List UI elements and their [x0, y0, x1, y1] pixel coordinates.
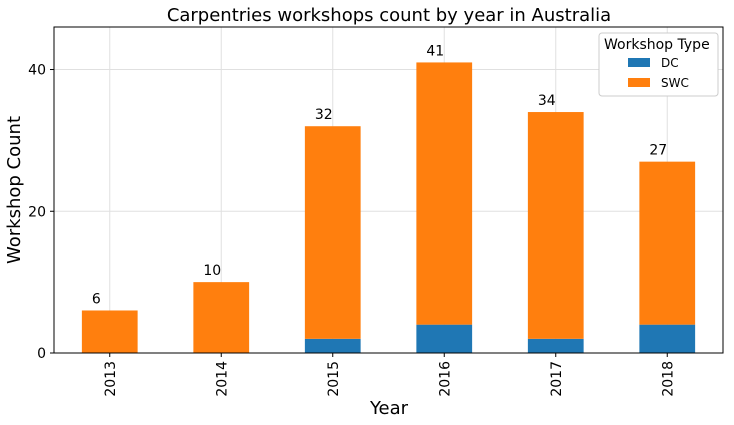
legend-swatch-swc — [628, 78, 650, 87]
bar-total-label: 10 — [203, 263, 221, 279]
y-axis-label: Workshop Count — [4, 116, 25, 264]
bar-swc-2017 — [527, 112, 584, 339]
x-tick-label: 2014 — [214, 361, 230, 397]
plot-frame — [53, 26, 724, 354]
bar-swc-2016 — [416, 62, 473, 325]
bar-total-label: 34 — [538, 93, 556, 109]
x-axis-ticks: 2013 2014 2015 2016 2017 2018 — [103, 353, 676, 397]
legend-label-dc: DC — [661, 56, 679, 70]
x-tick-label: 2017 — [549, 361, 565, 397]
y-tick-label: 40 — [28, 63, 46, 79]
legend-swatch-dc — [628, 58, 650, 67]
x-tick-label: 2013 — [103, 361, 119, 397]
y-tick-label: 0 — [37, 346, 46, 362]
bar-dc-2016 — [416, 324, 473, 353]
bar-dc-2017 — [527, 338, 584, 353]
y-tick-label: 20 — [28, 204, 46, 220]
bar-total-label: 6 — [92, 291, 101, 307]
bar-total-label: 32 — [315, 107, 333, 123]
data-labels: 6 10 32 41 34 27 — [92, 43, 667, 307]
bar-total-label: 27 — [649, 143, 667, 159]
x-tick-label: 2018 — [660, 361, 676, 397]
bar-swc-2014 — [193, 282, 250, 353]
bar-dc-2018 — [639, 324, 696, 353]
bar-swc-2018 — [639, 161, 696, 325]
chart-title: Carpentries workshops count by year in A… — [167, 5, 611, 26]
legend: Workshop Type DC SWC — [598, 32, 719, 97]
x-axis-label: Year — [369, 398, 409, 419]
bar-swc-2013 — [81, 310, 138, 353]
bar-dc-2015 — [304, 338, 361, 353]
bar-total-label: 41 — [426, 43, 444, 59]
x-tick-label: 2015 — [326, 361, 342, 397]
y-axis-ticks: 0 20 40 — [28, 63, 54, 362]
legend-label-swc: SWC — [661, 76, 689, 90]
bar-swc-2015 — [304, 126, 361, 339]
legend-title: Workshop Type — [604, 37, 710, 53]
x-tick-label: 2016 — [437, 361, 453, 397]
bars — [81, 62, 696, 353]
